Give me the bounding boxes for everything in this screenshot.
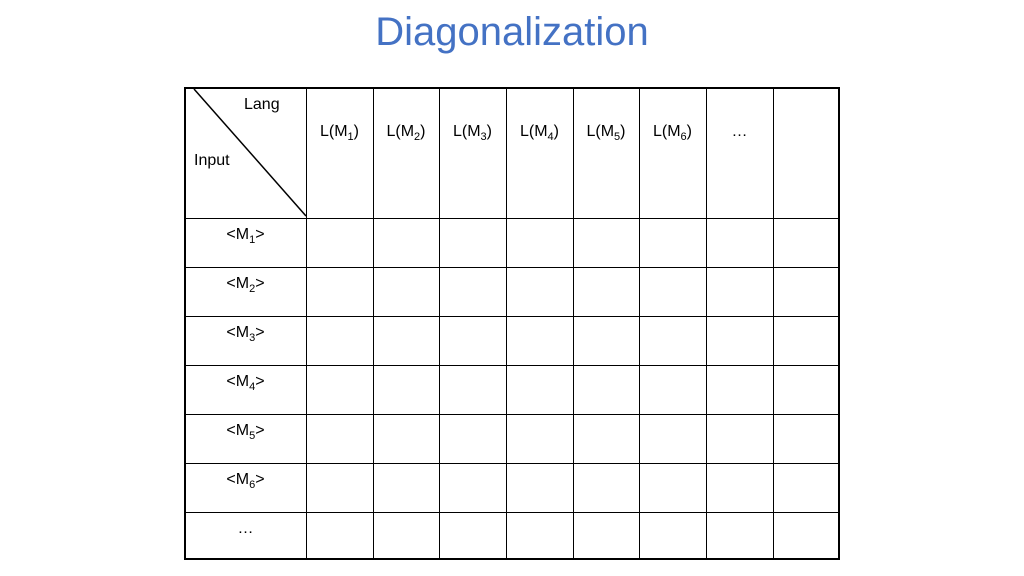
- column-header: …: [706, 123, 773, 141]
- label-subscript: 1: [347, 131, 354, 143]
- table-column-divider: [306, 89, 307, 558]
- table-row-divider: [186, 463, 838, 464]
- table-column-divider: [773, 89, 774, 558]
- label-text: L(M: [519, 123, 548, 140]
- table-row-divider: [186, 316, 838, 317]
- row-header: <M2>: [186, 275, 305, 295]
- table-column-divider: [373, 89, 374, 558]
- label-subscript: 5: [249, 430, 256, 442]
- label-suffix: >: [255, 471, 265, 488]
- slide-title: Diagonalization: [375, 10, 649, 54]
- table-column-divider: [439, 89, 440, 558]
- column-header: L(M4): [506, 123, 573, 143]
- label-text: <M: [226, 422, 250, 439]
- column-header: L(M1): [306, 123, 373, 143]
- label-subscript: 6: [249, 479, 256, 491]
- label-text: L(M: [652, 123, 681, 140]
- label-subscript: 4: [547, 131, 554, 143]
- label-text: L(M: [319, 123, 348, 140]
- label-subscript: 2: [249, 283, 256, 295]
- label-suffix: ): [686, 123, 692, 140]
- label-text: <M: [226, 275, 250, 292]
- label-subscript: 6: [680, 131, 687, 143]
- label-suffix: ): [353, 123, 359, 140]
- diagonalization-table: Lang Input L(M1) L(M2) L(M3) L(M4) L(M5) L(M6…: [184, 87, 840, 560]
- label-text: <M: [226, 373, 250, 390]
- corner-input-label: Input: [194, 152, 230, 169]
- label-suffix: >: [255, 324, 265, 341]
- label-suffix: >: [255, 275, 265, 292]
- label-suffix: ): [620, 123, 626, 140]
- column-header: L(M5): [573, 123, 639, 143]
- row-header: <M5>: [186, 422, 305, 442]
- label-text: L(M: [452, 123, 481, 140]
- row-header: …: [186, 520, 305, 538]
- label-text: L(M: [386, 123, 415, 140]
- label-text: L(M: [586, 123, 615, 140]
- table-column-divider: [506, 89, 507, 558]
- table-column-divider: [706, 89, 707, 558]
- label-suffix: >: [255, 226, 265, 243]
- table-row-divider: [186, 365, 838, 366]
- corner-lang-label: Lang: [244, 96, 280, 113]
- table-row-divider: [186, 512, 838, 513]
- table-column-divider: [573, 89, 574, 558]
- table-row-divider: [186, 218, 838, 219]
- label-text: <M: [226, 471, 250, 488]
- label-text: <M: [226, 324, 250, 341]
- label-suffix: >: [255, 422, 265, 439]
- label-subscript: 5: [614, 131, 621, 143]
- label-subscript: 3: [480, 131, 487, 143]
- label-subscript: 2: [414, 131, 421, 143]
- label-text: …: [237, 520, 254, 537]
- label-suffix: ): [486, 123, 492, 140]
- label-text: …: [731, 123, 748, 140]
- row-header: <M1>: [186, 226, 305, 246]
- label-suffix: >: [255, 373, 265, 390]
- row-header: <M4>: [186, 373, 305, 393]
- table-column-divider: [639, 89, 640, 558]
- table-row-divider: [186, 267, 838, 268]
- label-suffix: ): [553, 123, 559, 140]
- column-header: L(M3): [439, 123, 506, 143]
- corner-diagonal-line: [193, 88, 307, 217]
- column-header: L(M2): [373, 123, 439, 143]
- label-suffix: ): [420, 123, 426, 140]
- row-header: <M3>: [186, 324, 305, 344]
- label-subscript: 4: [249, 381, 256, 393]
- label-subscript: 1: [249, 234, 256, 246]
- column-header: L(M6): [639, 123, 706, 143]
- label-subscript: 3: [249, 332, 256, 344]
- label-text: <M: [226, 226, 250, 243]
- row-header: <M6>: [186, 471, 305, 491]
- table-row-divider: [186, 414, 838, 415]
